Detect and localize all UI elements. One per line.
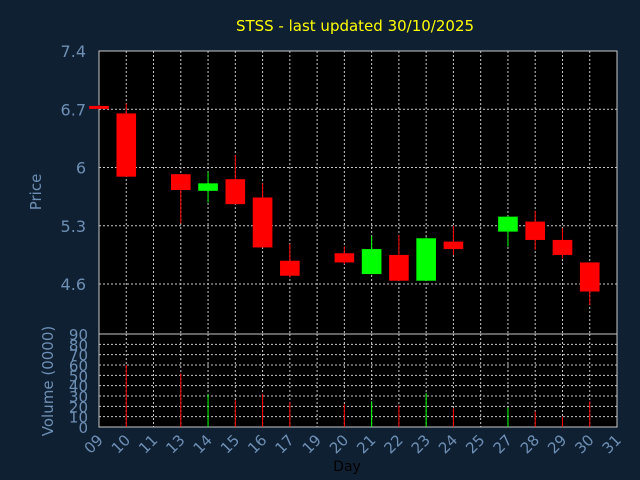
candle-body <box>89 105 109 109</box>
candle <box>116 103 137 177</box>
candle <box>552 228 573 259</box>
candle-body <box>170 174 191 191</box>
day-axis-label: Day <box>333 459 361 475</box>
candle-body <box>334 253 355 263</box>
volume-axis-label: Volume (0000) <box>39 326 57 436</box>
candle <box>498 215 518 247</box>
candle-body <box>225 179 246 205</box>
volume-panel <box>98 333 618 428</box>
candle <box>89 105 109 109</box>
volume-tick-label: 80 <box>69 336 88 354</box>
candle <box>579 262 600 305</box>
candle-body <box>443 241 464 250</box>
price-tick-label: 7.4 <box>61 42 86 61</box>
price-tick-label: 6 <box>76 159 86 178</box>
volume-tick-label: 90 <box>69 326 88 344</box>
candle <box>252 183 273 248</box>
candle-body <box>198 183 218 191</box>
volume-tick-label: 30 <box>69 388 88 406</box>
candle <box>198 171 218 203</box>
candle-body <box>280 260 300 276</box>
volume-tick-label: 20 <box>69 398 88 416</box>
candle-body <box>552 239 573 255</box>
volume-bars <box>125 365 591 427</box>
candle-body <box>389 254 409 281</box>
candle-body <box>525 221 546 240</box>
candle-body <box>361 249 382 275</box>
candle <box>443 225 464 255</box>
price-tick-label: 6.7 <box>61 100 86 119</box>
candle <box>525 210 546 250</box>
candle-body <box>252 197 273 248</box>
volume-tick-label: 10 <box>69 409 88 427</box>
price-axis: 7.4 6.7 6 5.3 4.6 <box>61 42 86 294</box>
candle <box>170 174 191 224</box>
candle-body <box>579 262 600 292</box>
candle <box>225 155 246 205</box>
candle <box>416 237 436 281</box>
price-tick-label: 4.6 <box>61 275 86 294</box>
price-panel <box>98 50 618 335</box>
price-tick-label: 5.3 <box>61 217 86 236</box>
chart-title: STSS - last updated 30/10/2025 <box>236 17 474 35</box>
candle <box>361 235 382 275</box>
volume-tick-label: 50 <box>69 367 88 385</box>
candle <box>334 246 355 265</box>
candles <box>89 103 600 305</box>
candle <box>280 244 300 278</box>
price-axis-label: Price <box>27 174 45 211</box>
candle-body <box>498 216 518 232</box>
candle-body <box>116 113 137 177</box>
volume-tick-label: 40 <box>69 378 88 396</box>
volume-tick-label: 70 <box>69 347 88 365</box>
volume-tick-label: 0 <box>78 419 88 437</box>
volume-tick-label: 60 <box>69 357 88 375</box>
candle-body <box>416 238 436 281</box>
candle <box>389 234 409 281</box>
